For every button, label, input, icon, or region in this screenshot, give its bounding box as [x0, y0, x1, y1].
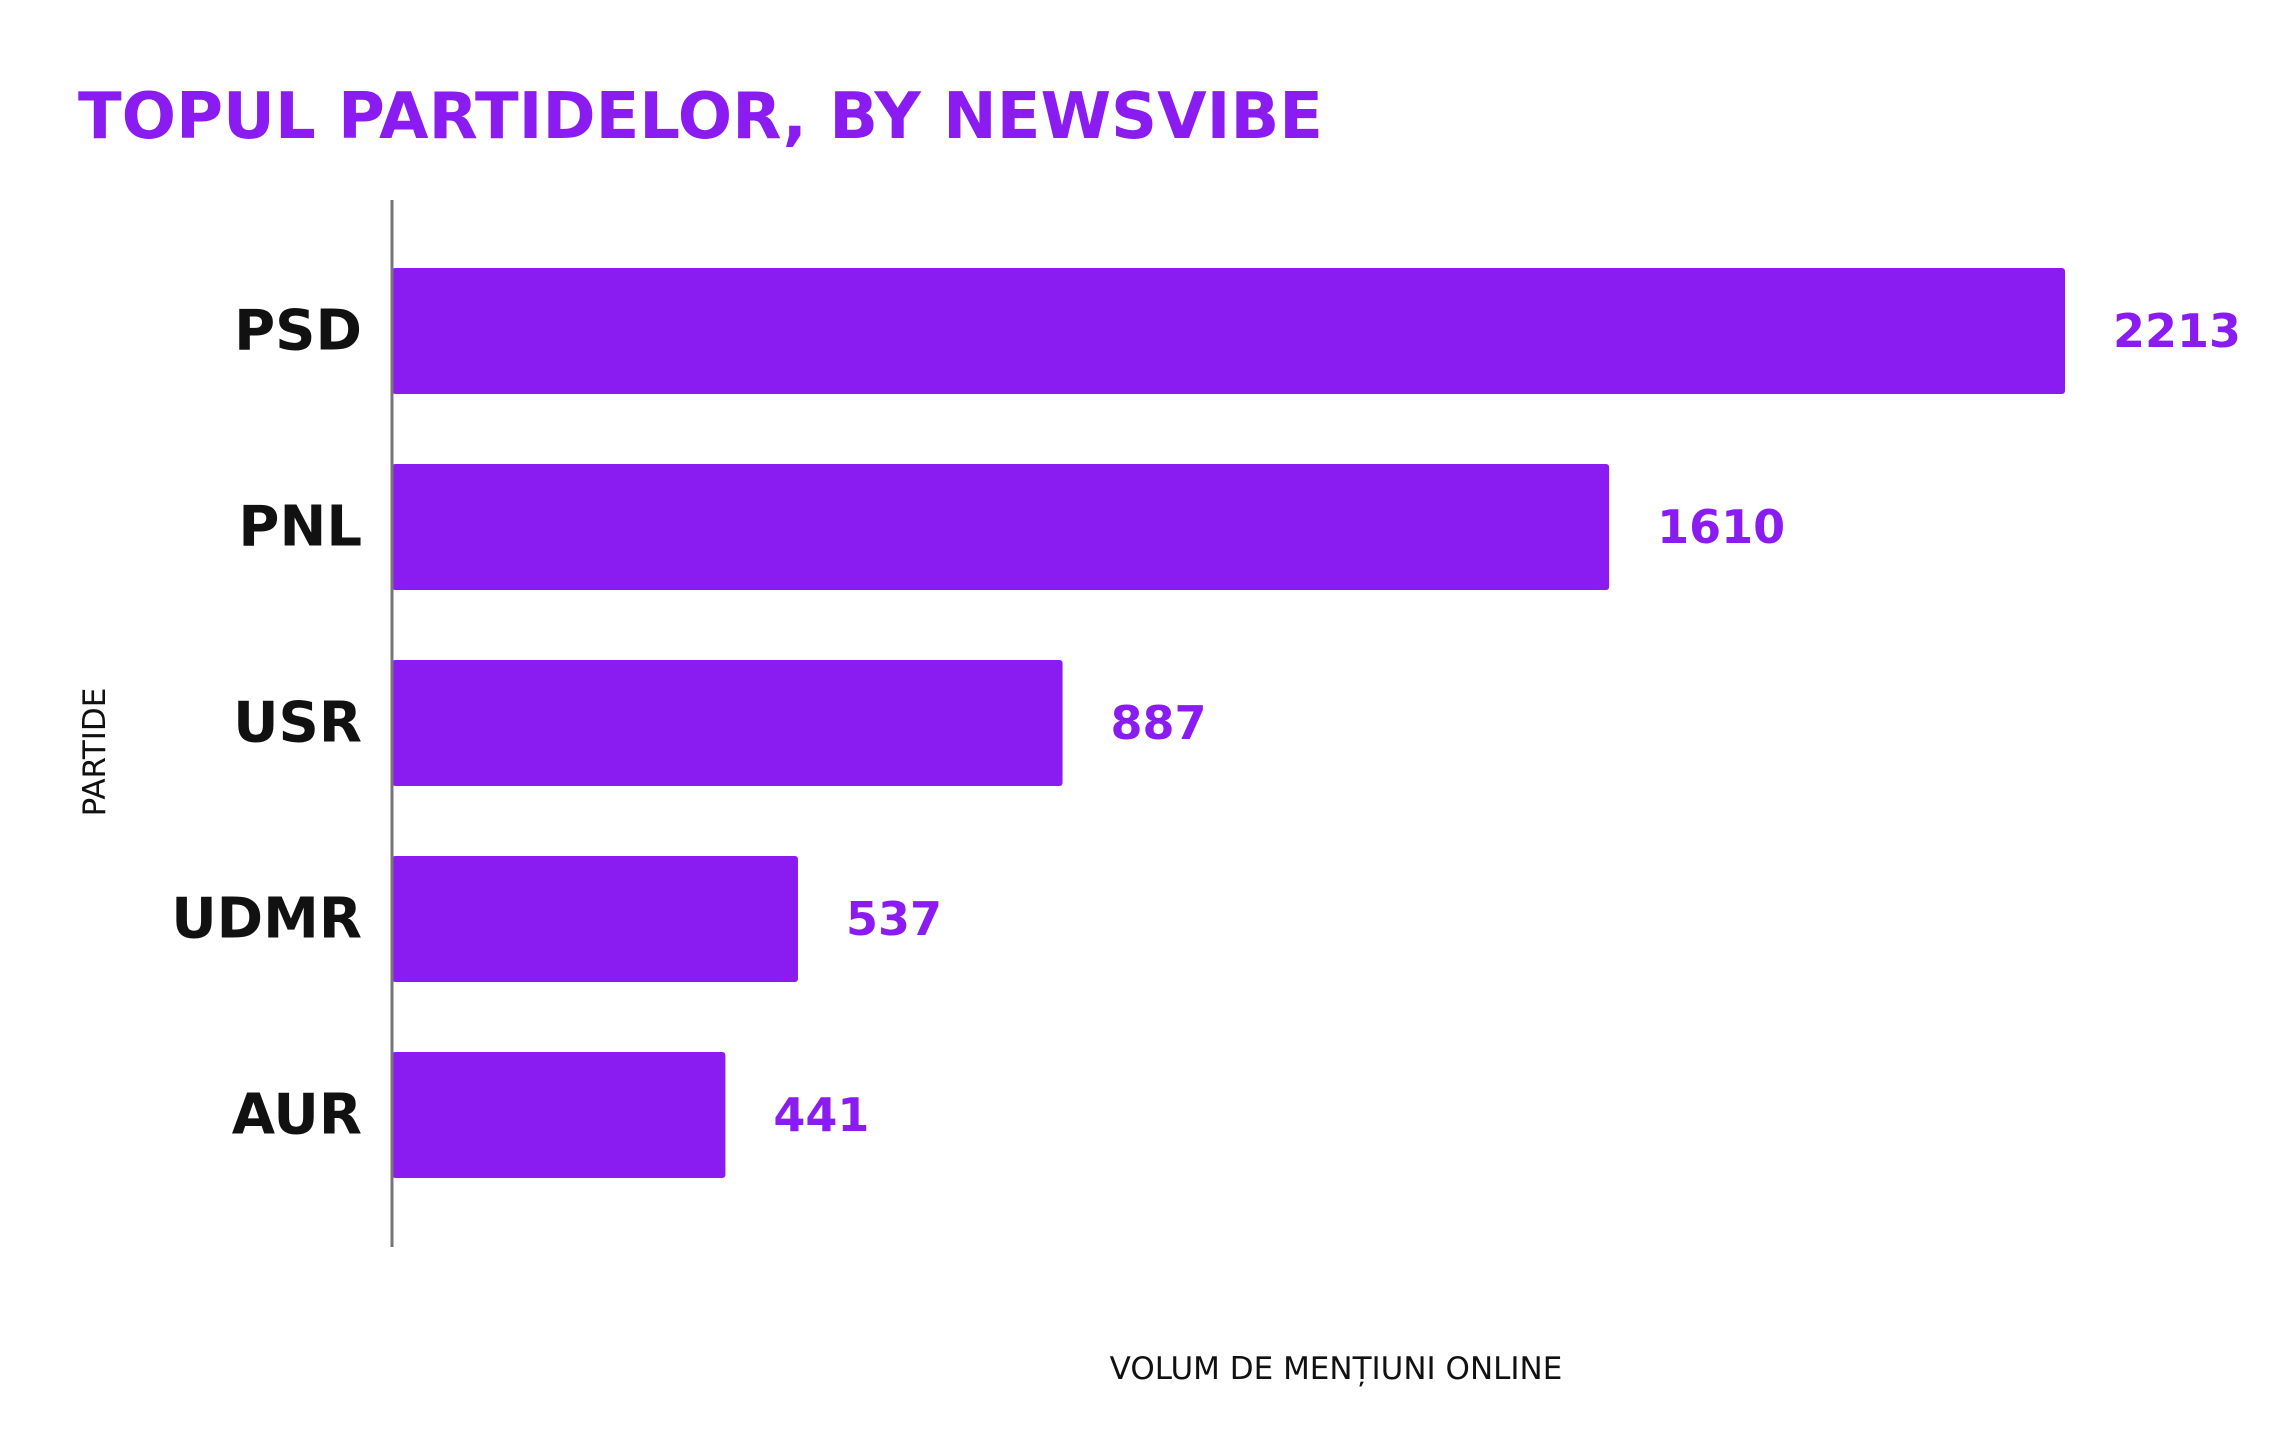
value-label-udmr: 537	[846, 892, 942, 946]
category-label-psd: PSD	[234, 299, 362, 364]
x-axis-label: VOLUM DE MENȚIUNI ONLINE	[1110, 1351, 1563, 1387]
category-label-usr: USR	[233, 691, 362, 756]
bar-aur	[392, 1052, 726, 1178]
category-label-udmr: UDMR	[171, 887, 362, 952]
bar-psd	[392, 268, 2065, 394]
bar-usr	[392, 660, 1063, 786]
value-label-psd: 2213	[2113, 304, 2241, 358]
bar-udmr	[392, 856, 798, 982]
value-label-usr: 887	[1111, 696, 1207, 750]
value-label-aur: 441	[773, 1088, 869, 1142]
bars-group	[392, 268, 2065, 1178]
chart-title: TOPUL PARTIDELOR, BY NEWSVIBE	[78, 80, 1323, 154]
category-label-aur: AUR	[232, 1083, 362, 1148]
bar-pnl	[392, 464, 1610, 590]
value-labels: 2213 1610 887 537 441	[773, 304, 2241, 1142]
y-axis-label: PARTIDE	[77, 688, 113, 817]
category-label-pnl: PNL	[238, 495, 362, 560]
value-label-pnl: 1610	[1657, 500, 1785, 554]
category-labels: PSD PNL USR UDMR AUR	[171, 299, 362, 1148]
